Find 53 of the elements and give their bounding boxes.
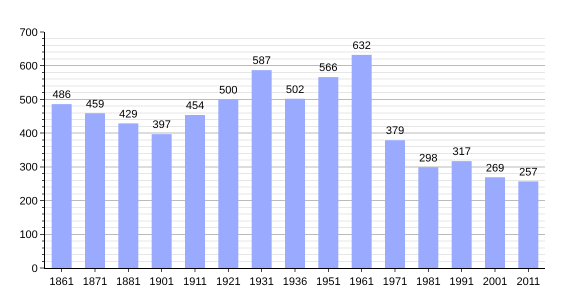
- bar: [252, 70, 272, 268]
- data-label: 397: [152, 119, 171, 132]
- x-tick-label: 1991: [449, 276, 474, 288]
- bar: [418, 168, 438, 268]
- data-label: 298: [419, 152, 438, 165]
- x-tick-label: 2011: [516, 276, 540, 288]
- data-label: 500: [219, 84, 238, 96]
- bar: [452, 161, 472, 268]
- data-label: 379: [386, 125, 404, 138]
- bar: [385, 140, 405, 268]
- bar: [318, 77, 338, 268]
- y-tick-label: 400: [19, 128, 38, 140]
- bar: [218, 99, 238, 268]
- x-tick-label: 1871: [82, 276, 108, 288]
- y-tick-label: 0: [32, 262, 38, 275]
- bar: [118, 123, 138, 268]
- x-tick-label: 2001: [482, 276, 508, 288]
- data-label: 486: [52, 89, 71, 102]
- data-label: 269: [486, 162, 504, 174]
- x-tick-label: 1911: [183, 276, 207, 288]
- y-tick-label: 200: [19, 195, 38, 208]
- data-label: 587: [252, 55, 271, 68]
- x-tick-label: 1931: [249, 276, 274, 288]
- data-label: 459: [86, 98, 104, 110]
- x-tick-label: 1861: [49, 276, 74, 288]
- y-tick-label: 500: [19, 94, 38, 106]
- data-label: 454: [186, 100, 204, 112]
- bar: [52, 104, 72, 268]
- bar: [485, 177, 505, 268]
- x-tick-label: 1971: [382, 276, 408, 288]
- x-tick-label: 1961: [349, 276, 374, 288]
- data-label: 429: [119, 108, 138, 120]
- x-tick-label: 1936: [282, 276, 308, 288]
- y-tick-label: 700: [19, 26, 38, 39]
- bar: [152, 134, 172, 268]
- x-tick-label: 1981: [416, 276, 441, 288]
- y-tick-label: 300: [19, 162, 38, 174]
- bar: [185, 114, 205, 268]
- data-label: 317: [452, 146, 471, 158]
- x-tick-label: 1881: [116, 276, 141, 288]
- bar: [285, 98, 305, 268]
- data-label: 257: [519, 166, 538, 178]
- data-label: 502: [286, 84, 304, 96]
- bar: [352, 54, 372, 268]
- x-tick-label: 1901: [149, 276, 174, 288]
- y-tick-label: 600: [19, 60, 38, 73]
- data-label: 632: [352, 40, 371, 52]
- data-label: 566: [319, 62, 338, 74]
- x-tick-label: 1921: [216, 276, 241, 288]
- x-tick-label: 1951: [316, 276, 341, 288]
- y-tick-label: 100: [19, 229, 38, 242]
- bar: [85, 113, 105, 268]
- bar: [518, 181, 538, 268]
